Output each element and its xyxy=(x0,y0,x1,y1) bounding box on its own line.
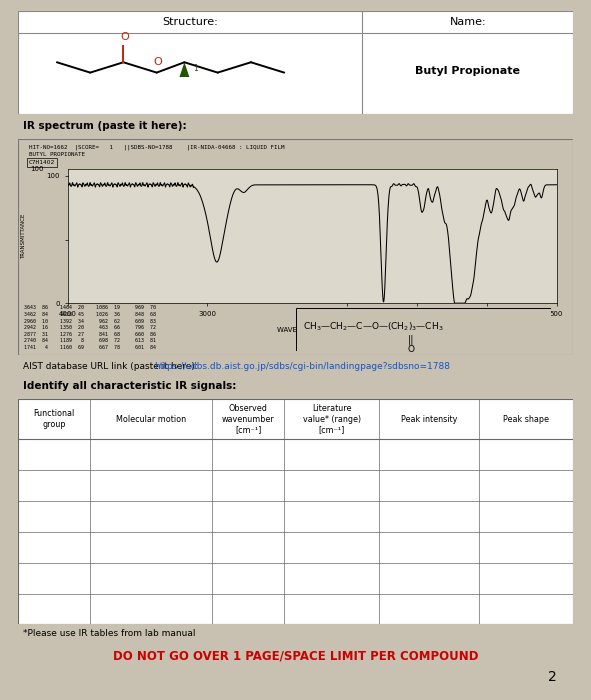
Text: 100: 100 xyxy=(30,167,43,172)
Text: O: O xyxy=(154,57,163,67)
Text: *Please use IR tables from lab manual: *Please use IR tables from lab manual xyxy=(23,629,196,638)
Text: O: O xyxy=(121,32,129,42)
Text: BUTYL PROPIONATE: BUTYL PROPIONATE xyxy=(29,152,85,158)
Polygon shape xyxy=(180,62,189,77)
Text: C7H14O2: C7H14O2 xyxy=(29,160,55,164)
Text: 3643  86    1464  20    1086  19     969  70
3462  84    1428  45    1026  36   : 3643 86 1464 20 1086 19 969 70 3462 84 1… xyxy=(24,305,155,350)
Text: Identify all characteristic IR signals:: Identify all characteristic IR signals: xyxy=(23,382,236,391)
Text: TRANSMITTANCE: TRANSMITTANCE xyxy=(21,214,26,259)
Text: https://sdbs.db.aist.go.jp/sdbs/cgi-bin/landingpage?sdbsno=1788: https://sdbs.db.aist.go.jp/sdbs/cgi-bin/… xyxy=(154,362,450,371)
Text: 1: 1 xyxy=(193,64,197,74)
Text: IR spectrum (paste it here):: IR spectrum (paste it here): xyxy=(23,121,187,131)
Text: Functional
group: Functional group xyxy=(33,410,74,429)
Text: Butyl Propionate: Butyl Propionate xyxy=(415,66,520,76)
Text: Name:: Name: xyxy=(449,17,486,27)
Text: Observed
wavenumber
[cm⁻¹]: Observed wavenumber [cm⁻¹] xyxy=(222,404,275,434)
Text: CH$_3$—CH$_2$—C—O—(CH$_2$)$_3$—CH$_3$: CH$_3$—CH$_2$—C—O—(CH$_2$)$_3$—CH$_3$ xyxy=(303,321,444,333)
Text: Peak shape: Peak shape xyxy=(503,414,549,424)
Text: Literature
value* (range)
[cm⁻¹]: Literature value* (range) [cm⁻¹] xyxy=(303,404,361,434)
Text: AIST database URL link (paste it here):: AIST database URL link (paste it here): xyxy=(23,362,201,371)
Text: 2: 2 xyxy=(548,671,557,685)
Text: Peak intensity: Peak intensity xyxy=(401,414,457,424)
Text: O: O xyxy=(408,344,414,354)
Text: Structure:: Structure: xyxy=(162,17,218,27)
Text: HIT-NO=1662  |SCORE=   1   ||SDBS-NO=1788    |IR-NIDA-04668 : LIQUID FILM: HIT-NO=1662 |SCORE= 1 ||SDBS-NO=1788 |IR… xyxy=(29,145,284,150)
Text: ||: || xyxy=(408,335,414,345)
Text: WAVENUMBER cm⁻¹: WAVENUMBER cm⁻¹ xyxy=(277,327,347,333)
Text: Molecular motion: Molecular motion xyxy=(116,414,186,424)
Text: DO NOT GO OVER 1 PAGE/SPACE LIMIT PER COMPOUND: DO NOT GO OVER 1 PAGE/SPACE LIMIT PER CO… xyxy=(113,650,478,662)
